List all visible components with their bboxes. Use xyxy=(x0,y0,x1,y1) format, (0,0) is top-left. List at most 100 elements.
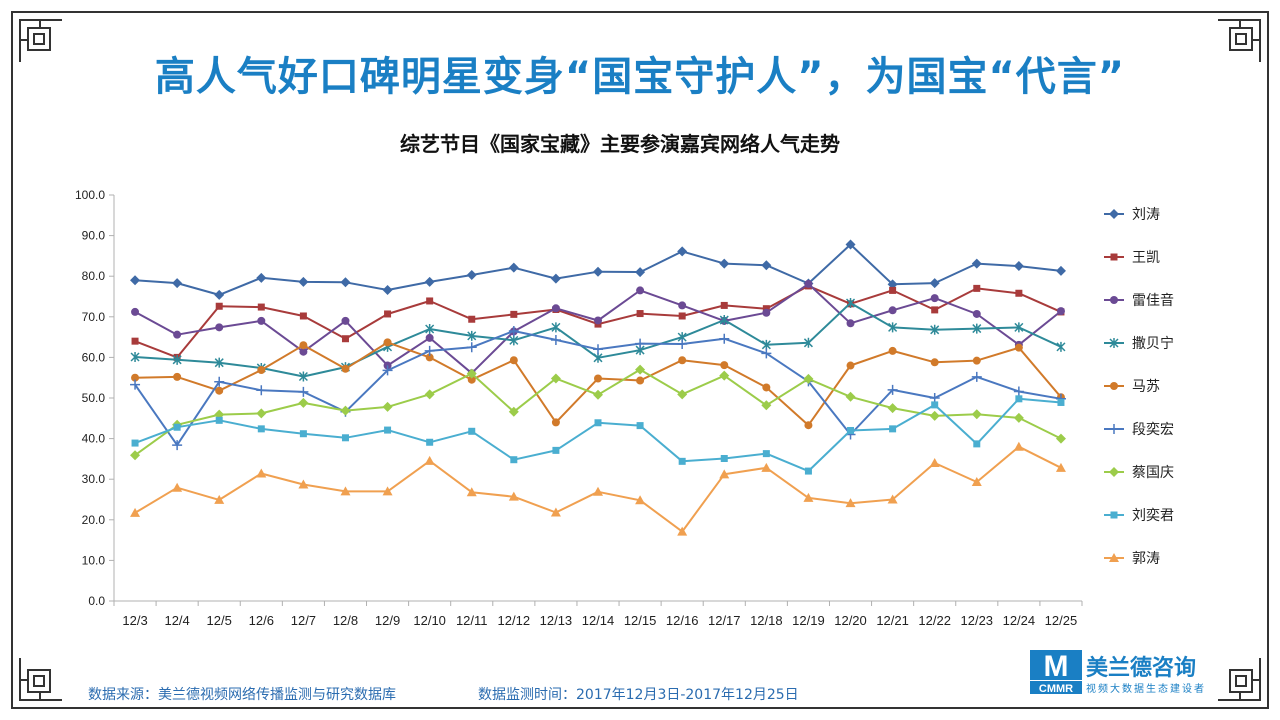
data-point xyxy=(552,446,560,454)
data-point xyxy=(424,345,435,356)
data-point xyxy=(466,487,477,497)
data-point xyxy=(635,267,646,278)
x-tick-label: 12/12 xyxy=(498,613,531,628)
data-point xyxy=(804,467,812,475)
data-point xyxy=(172,354,182,365)
y-tick-label: 0.0 xyxy=(88,594,105,608)
data-point xyxy=(299,347,308,356)
series-4 xyxy=(130,297,1066,382)
data-point xyxy=(424,276,435,287)
data-point xyxy=(466,342,477,353)
cmmr-logo: M CMMR 美兰德咨询 视频大数据生态建设者 xyxy=(1030,648,1240,698)
data-point xyxy=(761,348,772,359)
frame-corner-bottom-left xyxy=(11,658,62,709)
x-tick-label: 12/7 xyxy=(291,613,316,628)
data-point xyxy=(256,385,267,396)
data-point xyxy=(931,306,939,314)
legend-label: 段奕宏 xyxy=(1132,421,1174,437)
x-tick-label: 12/25 xyxy=(1045,613,1078,628)
data-point xyxy=(215,302,223,310)
x-tick-label: 12/13 xyxy=(540,613,573,628)
legend-item: 王凯 xyxy=(1104,249,1160,265)
chart-title: 综艺节目《国家宝藏》主要参演嘉宾网络人气走势 xyxy=(400,132,840,156)
data-point xyxy=(678,312,686,320)
data-point xyxy=(1055,433,1066,444)
data-source-note: 数据来源：美兰德视频网络传播监测与研究数据库 xyxy=(88,687,396,703)
data-point xyxy=(971,371,982,382)
data-point xyxy=(971,258,982,269)
data-point xyxy=(929,278,940,289)
data-point xyxy=(1014,322,1024,333)
series-7 xyxy=(130,364,1066,461)
data-point xyxy=(257,365,266,374)
data-point xyxy=(930,358,939,367)
data-point xyxy=(1109,424,1119,434)
data-point xyxy=(1110,382,1118,390)
data-point xyxy=(130,507,141,517)
x-tick-label: 12/14 xyxy=(582,613,615,628)
data-point xyxy=(762,308,771,317)
data-point xyxy=(214,289,225,300)
data-point xyxy=(130,275,141,286)
data-point xyxy=(467,330,477,341)
data-point xyxy=(426,438,434,446)
data-point xyxy=(803,492,814,502)
x-tick-label: 12/11 xyxy=(456,613,488,628)
data-point xyxy=(888,306,897,315)
data-point xyxy=(298,397,309,408)
data-point xyxy=(508,491,519,501)
data-point xyxy=(215,416,223,424)
data-point xyxy=(551,304,560,313)
data-point xyxy=(341,316,350,325)
data-point xyxy=(929,457,940,467)
data-point xyxy=(509,335,519,346)
logo-name: 美兰德咨询 xyxy=(1086,656,1197,681)
data-point xyxy=(593,266,603,277)
x-tick-label: 12/18 xyxy=(750,613,783,628)
data-point xyxy=(468,427,476,435)
data-point xyxy=(508,262,519,273)
data-point xyxy=(551,418,560,427)
data-point xyxy=(382,486,393,496)
legend-item: 郭涛 xyxy=(1104,550,1160,566)
data-point xyxy=(845,239,856,250)
logo-mark-letter: M xyxy=(1044,650,1069,683)
x-tick-label: 12/23 xyxy=(961,613,994,628)
legend-item: 刘奕君 xyxy=(1104,507,1174,523)
data-point xyxy=(1055,265,1066,276)
series-line xyxy=(134,302,1062,378)
logo-mark-sub: CMMR xyxy=(1039,683,1073,694)
data-point xyxy=(256,468,267,478)
data-point xyxy=(215,323,224,332)
y-tick-label: 50.0 xyxy=(82,391,106,405)
data-point xyxy=(719,258,730,269)
data-point xyxy=(257,316,266,325)
series-9 xyxy=(130,441,1066,536)
page-headline: 高人气好口碑明星变身“国宝守护人”，为国宝“代言” xyxy=(154,54,1126,100)
data-point xyxy=(719,315,729,326)
data-point xyxy=(1110,296,1118,304)
data-point xyxy=(131,337,139,345)
data-point xyxy=(973,284,981,292)
data-point xyxy=(719,370,730,381)
data-point xyxy=(425,353,434,362)
data-point xyxy=(930,294,939,303)
data-point xyxy=(1056,341,1066,352)
data-point xyxy=(1109,209,1119,219)
data-point xyxy=(1057,398,1065,406)
data-point xyxy=(971,477,982,487)
data-point xyxy=(298,479,309,489)
data-point xyxy=(845,297,856,308)
data-point xyxy=(172,278,183,289)
data-point xyxy=(719,333,730,344)
data-point xyxy=(929,393,940,403)
data-point xyxy=(424,389,435,400)
data-point xyxy=(636,310,644,318)
data-point xyxy=(677,339,688,350)
data-point xyxy=(172,440,183,451)
data-point xyxy=(466,368,477,379)
data-point xyxy=(299,341,308,350)
data-point xyxy=(382,365,393,376)
data-point xyxy=(340,486,351,496)
